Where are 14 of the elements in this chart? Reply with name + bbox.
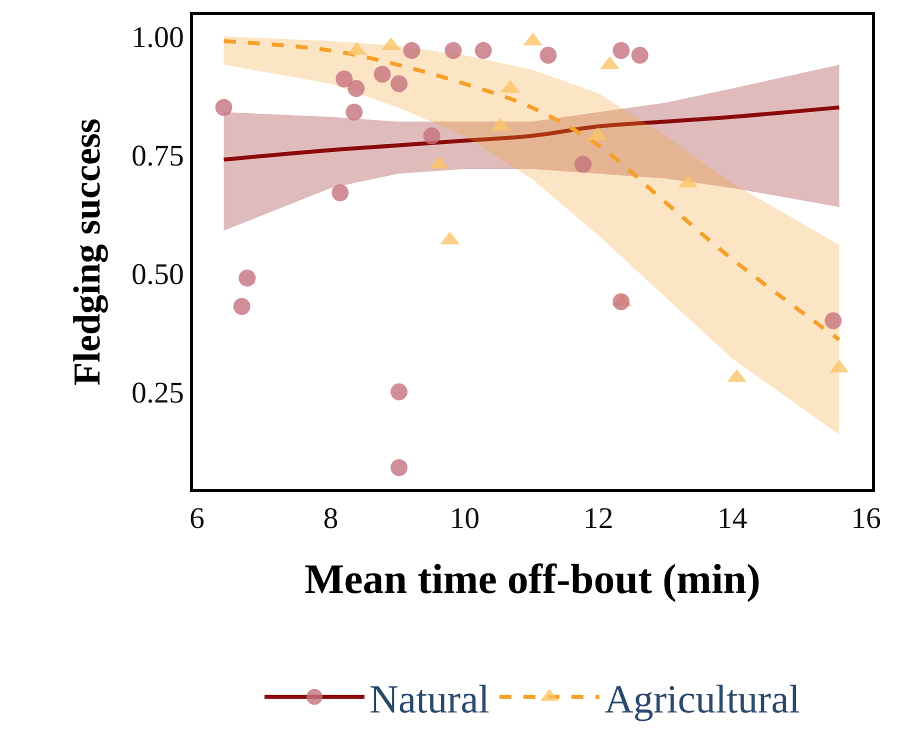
y-axis-title: Fledging success (66, 118, 109, 386)
x-axis-title: Mean time off-bout (min) (304, 556, 761, 603)
y-tick-label: 1.00 (132, 20, 184, 54)
x-tick-label: 6 (190, 502, 205, 535)
y-tick-label: 0.25 (132, 376, 184, 410)
y-tick-label: 0.75 (132, 139, 184, 172)
x-tick-label: 14 (717, 502, 748, 535)
y-tick-label: 0.50 (132, 258, 184, 291)
x-tick-label: 16 (850, 502, 881, 535)
x-tick-label: 8 (323, 502, 338, 535)
x-tick-label: 12 (583, 502, 614, 535)
legend-label: Agricultural (604, 676, 800, 722)
legend-label: Natural (370, 676, 490, 722)
x-tick-label: 10 (450, 502, 480, 535)
